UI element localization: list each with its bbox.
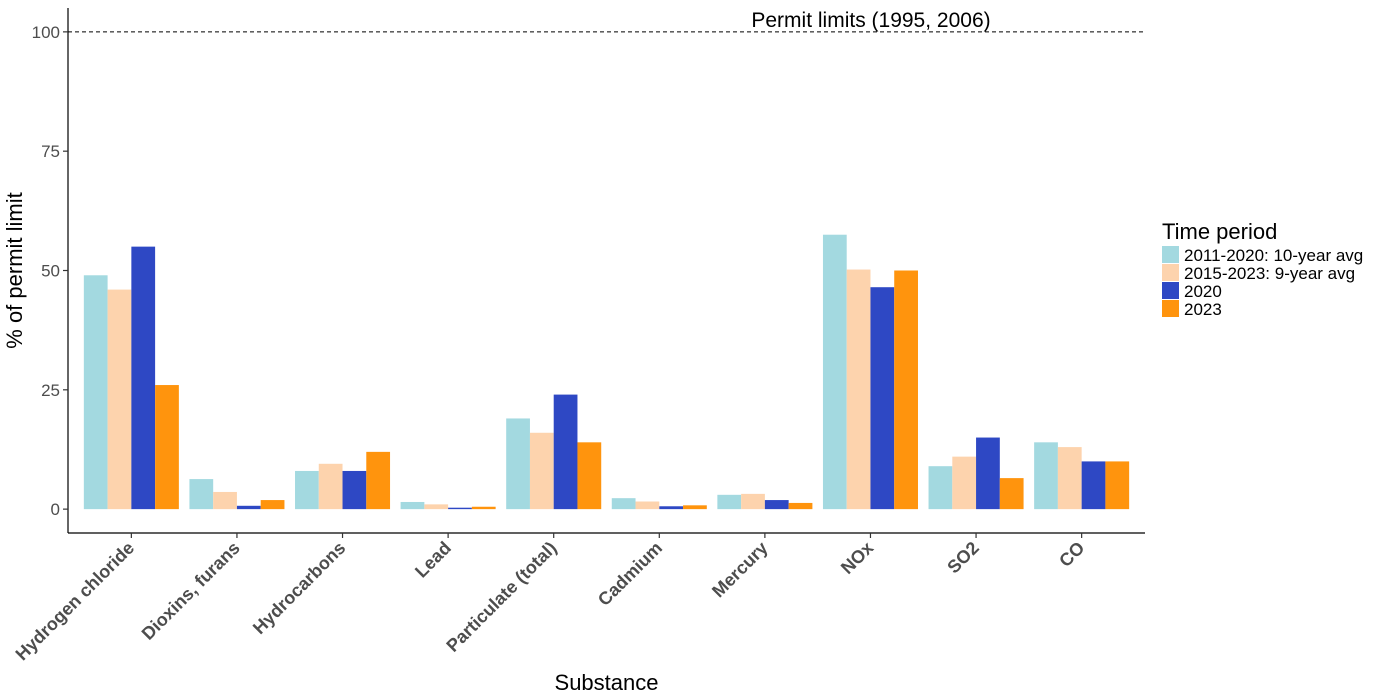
bar	[553, 394, 578, 510]
legend-swatch	[1162, 300, 1179, 317]
permit-limit-label: Permit limits (1995, 2006)	[751, 9, 990, 32]
x-tick-label: Particulate (total)	[442, 538, 560, 656]
bar	[952, 456, 977, 510]
legend-swatch	[1162, 246, 1179, 263]
bar	[577, 442, 602, 510]
y-axis-ticks: 0 25 50 75 100	[32, 23, 68, 519]
bar	[189, 479, 214, 510]
bar	[131, 246, 156, 510]
x-tick-label: Mercury	[708, 538, 772, 602]
bar	[506, 418, 530, 510]
bar	[717, 494, 742, 510]
legend: Time period 2011-2020: 10-year avg2015-2…	[1162, 219, 1363, 319]
y-tick-label: 25	[41, 381, 60, 400]
bar	[683, 505, 707, 510]
bar	[236, 505, 261, 510]
x-tick-label: SO2	[943, 538, 983, 578]
bar	[870, 287, 895, 510]
x-tick-label: NOx	[837, 538, 877, 578]
bar	[213, 491, 237, 510]
legend-label: 2015-2023: 9-year avg	[1184, 264, 1355, 283]
x-tick-label: Hydrogen chloride	[12, 538, 139, 665]
bar	[822, 234, 847, 510]
x-tick-label: Dioxins, furans	[138, 538, 244, 644]
y-tick-label: 0	[51, 500, 60, 519]
bar	[894, 270, 918, 510]
bar	[529, 432, 554, 510]
bar	[1057, 447, 1082, 510]
bar	[741, 493, 765, 510]
legend-swatch	[1162, 282, 1179, 299]
legend-label: 2020	[1184, 282, 1222, 301]
bar	[659, 506, 684, 510]
bar	[999, 478, 1024, 510]
x-axis-ticks: Hydrogen chloride Dioxins, furans Hydrocar…	[12, 533, 1088, 665]
bar	[611, 498, 636, 510]
bar	[976, 437, 1000, 510]
x-tick-label: Lead	[411, 538, 455, 582]
bar	[788, 502, 813, 510]
y-tick-label: 75	[41, 142, 60, 161]
bar	[1081, 461, 1106, 510]
bar	[846, 269, 871, 510]
bar	[448, 507, 472, 510]
legend-title: Time period	[1162, 219, 1277, 244]
x-tick-label: CO	[1055, 538, 1088, 571]
bar	[928, 466, 953, 510]
bar	[155, 385, 179, 510]
x-tick-label: Hydrocarbons	[249, 538, 349, 638]
legend-label: 2023	[1184, 300, 1222, 319]
bars	[83, 234, 1130, 510]
y-axis-title: % of permit limit	[2, 192, 27, 348]
y-tick-label: 50	[41, 262, 60, 281]
bar	[107, 289, 132, 510]
bar	[424, 504, 449, 510]
bar	[1034, 442, 1058, 510]
bar	[295, 470, 319, 510]
x-tick-label: Cadmium	[594, 538, 666, 610]
legend-swatch	[1162, 264, 1179, 281]
y-tick-label: 100	[32, 23, 60, 42]
bar	[635, 501, 660, 510]
bar	[342, 470, 367, 510]
legend-label: 2011-2020: 10-year avg	[1184, 246, 1363, 265]
bar	[318, 463, 343, 510]
bar	[1105, 461, 1130, 510]
bar	[260, 500, 285, 510]
bar	[83, 275, 108, 510]
x-axis-title: Substance	[555, 670, 659, 695]
bar	[764, 500, 789, 510]
bar	[471, 506, 496, 510]
bar	[366, 451, 391, 510]
bar	[400, 501, 425, 510]
